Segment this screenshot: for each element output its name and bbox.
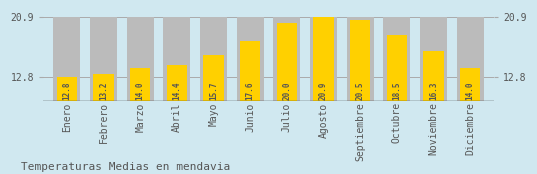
Text: Temperaturas Medias en mendavia: Temperaturas Medias en mendavia (21, 162, 231, 172)
Bar (273, 17, 300, 101)
Text: 12.8: 12.8 (62, 82, 71, 100)
Bar (457, 17, 484, 101)
Bar (130, 68, 150, 101)
Text: 20.9: 20.9 (319, 82, 328, 100)
Bar (347, 17, 374, 101)
Text: 14.0: 14.0 (466, 82, 475, 100)
Bar (420, 17, 447, 101)
Text: 20.0: 20.0 (282, 82, 292, 100)
Bar (314, 17, 333, 101)
Text: 16.3: 16.3 (429, 82, 438, 100)
Text: 17.6: 17.6 (245, 82, 255, 100)
Bar (166, 65, 187, 101)
Bar (460, 68, 480, 101)
Bar (127, 17, 154, 101)
Text: 13.2: 13.2 (99, 82, 108, 100)
Bar (424, 51, 444, 101)
Bar (163, 17, 190, 101)
Bar (53, 17, 80, 101)
Text: 15.7: 15.7 (209, 82, 218, 100)
Bar (93, 74, 113, 101)
Bar (277, 23, 297, 101)
Bar (57, 77, 77, 101)
Bar (383, 17, 410, 101)
Text: 14.0: 14.0 (136, 82, 144, 100)
Text: 18.5: 18.5 (393, 82, 401, 100)
Bar (204, 55, 223, 101)
Bar (310, 17, 337, 101)
Bar (387, 34, 407, 101)
Bar (240, 41, 260, 101)
Bar (237, 17, 264, 101)
Bar (90, 17, 117, 101)
Text: 14.4: 14.4 (172, 82, 182, 100)
Bar (350, 20, 371, 101)
Bar (200, 17, 227, 101)
Text: 20.5: 20.5 (355, 82, 365, 100)
